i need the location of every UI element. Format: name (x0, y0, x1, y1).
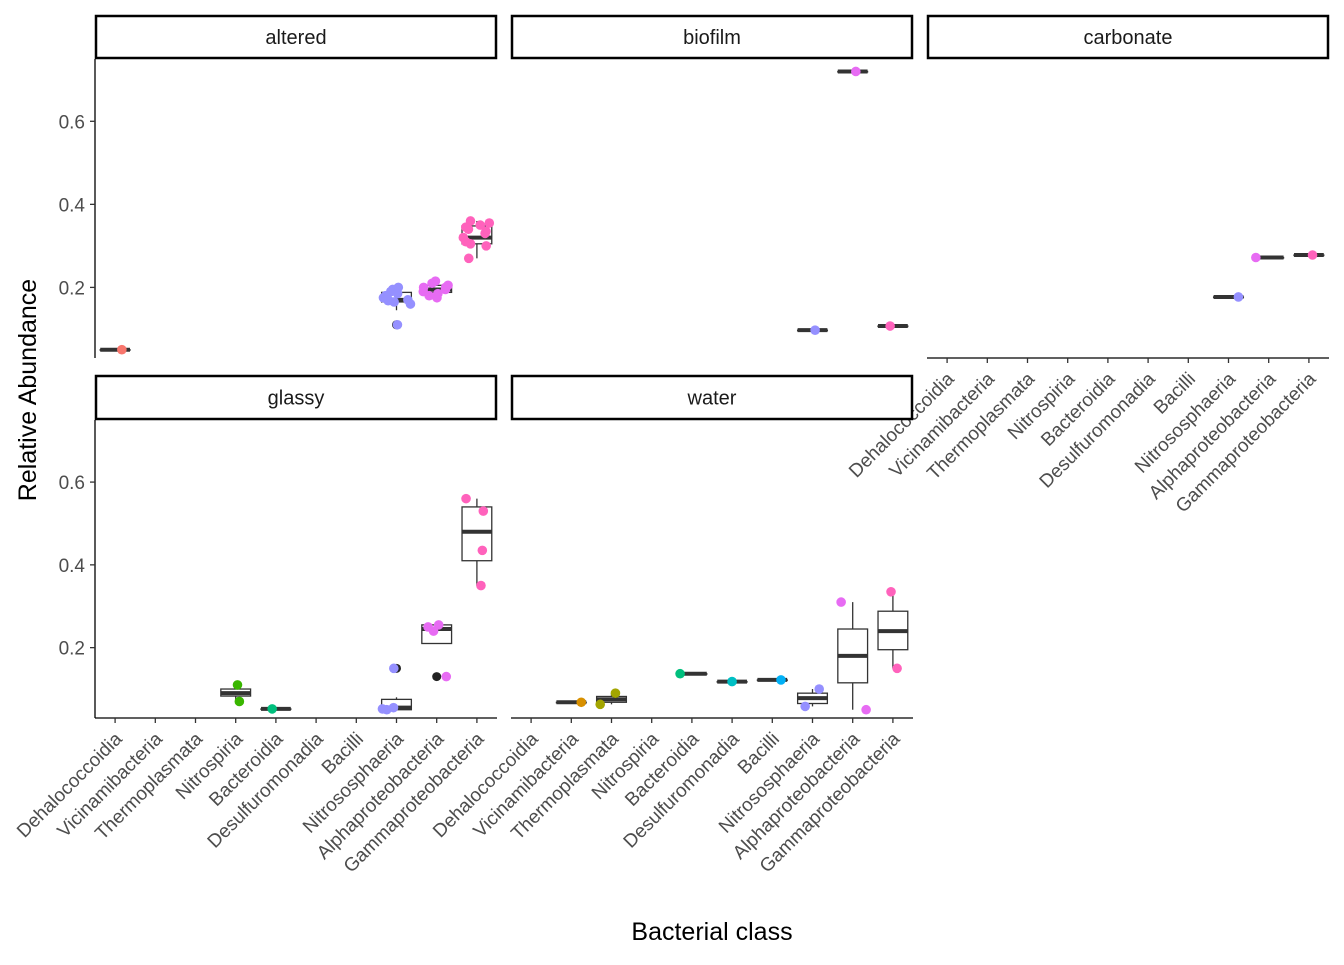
boxplot-dehalococcoidia (99, 344, 131, 355)
boxplot-thermoplasmata (595, 688, 628, 710)
facet-strip (926, 14, 1330, 60)
facet-strip (510, 374, 914, 421)
data-point (392, 288, 403, 299)
data-point (234, 696, 245, 707)
facet-strip (94, 374, 498, 421)
data-point (383, 295, 394, 305)
data-point (727, 676, 737, 687)
boxplot-alphaproteobacteria (1251, 252, 1285, 263)
data-point (267, 704, 277, 714)
y-tick-label: 0.4 (59, 195, 86, 216)
data-point (465, 238, 476, 249)
data-point (885, 321, 895, 331)
facet-strip-label: water (687, 388, 737, 410)
data-point (389, 663, 399, 674)
data-point (424, 290, 434, 301)
data-point (427, 278, 437, 289)
boxplot-bacilli (756, 675, 788, 685)
data-point (463, 224, 474, 235)
data-point (463, 253, 474, 264)
data-point (1251, 252, 1261, 263)
facet-panel-carbonate: carbonateDehalococcoidiaVicinamibacteria… (845, 14, 1330, 517)
boxplot-alphaproteobacteria (421, 620, 453, 682)
box (461, 506, 493, 562)
data-point (1307, 250, 1318, 260)
data-point (610, 688, 621, 698)
y-tick-label: 0.6 (59, 112, 85, 133)
data-point (477, 545, 488, 556)
data-point (117, 344, 127, 355)
facet-strip-label: glassy (268, 388, 325, 410)
boxplot-gammaproteobacteria (461, 493, 493, 591)
data-point (595, 699, 605, 710)
data-point (776, 675, 786, 685)
boxplot-alphaproteobacteria (418, 276, 453, 303)
boxplot-bacteroidia (260, 704, 292, 714)
data-point (478, 506, 489, 516)
outlier-point (432, 672, 442, 682)
data-point (1233, 292, 1244, 302)
boxplot-gammaproteobacteria (458, 216, 495, 264)
y-axis-title: Relative Abundance (14, 279, 42, 501)
facet-strip-label: biofilm (683, 27, 741, 49)
data-point (480, 228, 490, 239)
facet-panel-glassy: glassy0.20.40.6DehalococcoidiaVicinamiba… (13, 374, 498, 877)
data-point (675, 668, 685, 679)
data-point (441, 671, 452, 682)
data-point (392, 319, 403, 330)
y-tick-label: 0.4 (59, 556, 86, 577)
data-point (461, 493, 471, 504)
data-point (814, 684, 825, 694)
boxplot-desulfuromonadia (716, 676, 748, 687)
facet-strip (94, 14, 498, 60)
facet-strip (510, 14, 914, 60)
data-point (576, 697, 587, 708)
data-point (475, 220, 486, 230)
boxplot-gammaproteobacteria (877, 321, 909, 331)
facet-strip-label: carbonate (1084, 27, 1173, 49)
data-point (484, 218, 495, 228)
y-tick-label: 0.2 (59, 278, 85, 299)
boxplot-gammaproteobacteria (877, 586, 909, 674)
data-point (405, 299, 416, 309)
boxplot-vicinamibacteria (555, 697, 587, 708)
facet-panel-water: waterDehalococcoidiaVicinamibacteriaTher… (429, 374, 914, 877)
data-point (432, 292, 442, 303)
boxplot-alphaproteobacteria (837, 66, 869, 77)
data-point (810, 325, 820, 335)
boxplot-nitrososphaeria (1212, 292, 1245, 302)
data-point (800, 701, 810, 712)
boxplot-nitrospiria (220, 680, 252, 707)
data-point (377, 704, 388, 714)
x-axis-title: Bacterial class (631, 918, 792, 946)
boxplot-gammaproteobacteria (1293, 250, 1325, 260)
facet-panel-altered: altered 0.2 0.4 0.6 (59, 14, 498, 358)
data-point (851, 66, 861, 77)
boxplot-nitrososphaeria (796, 684, 829, 712)
data-point (886, 586, 896, 597)
boxplot-nitrososphaeria (796, 325, 829, 335)
boxplot-alphaproteobacteria (836, 597, 871, 715)
y-tick-label: 0.6 (59, 473, 85, 494)
facet-strip-label: altered (265, 27, 326, 49)
y-tick-label: 0.2 (59, 639, 85, 660)
data-point (476, 580, 486, 591)
facet-panel-biofilm: biofilm (510, 14, 914, 335)
data-point (481, 241, 491, 251)
boxplot-bacteroidia (675, 668, 708, 679)
data-point (440, 282, 451, 293)
boxplot-nitrososphaeria (377, 663, 413, 715)
data-point (232, 680, 243, 690)
data-point (861, 704, 871, 715)
boxplot-nitrososphaeria (378, 282, 416, 330)
data-point (428, 626, 439, 636)
data-point (892, 663, 902, 674)
data-point (836, 597, 846, 607)
